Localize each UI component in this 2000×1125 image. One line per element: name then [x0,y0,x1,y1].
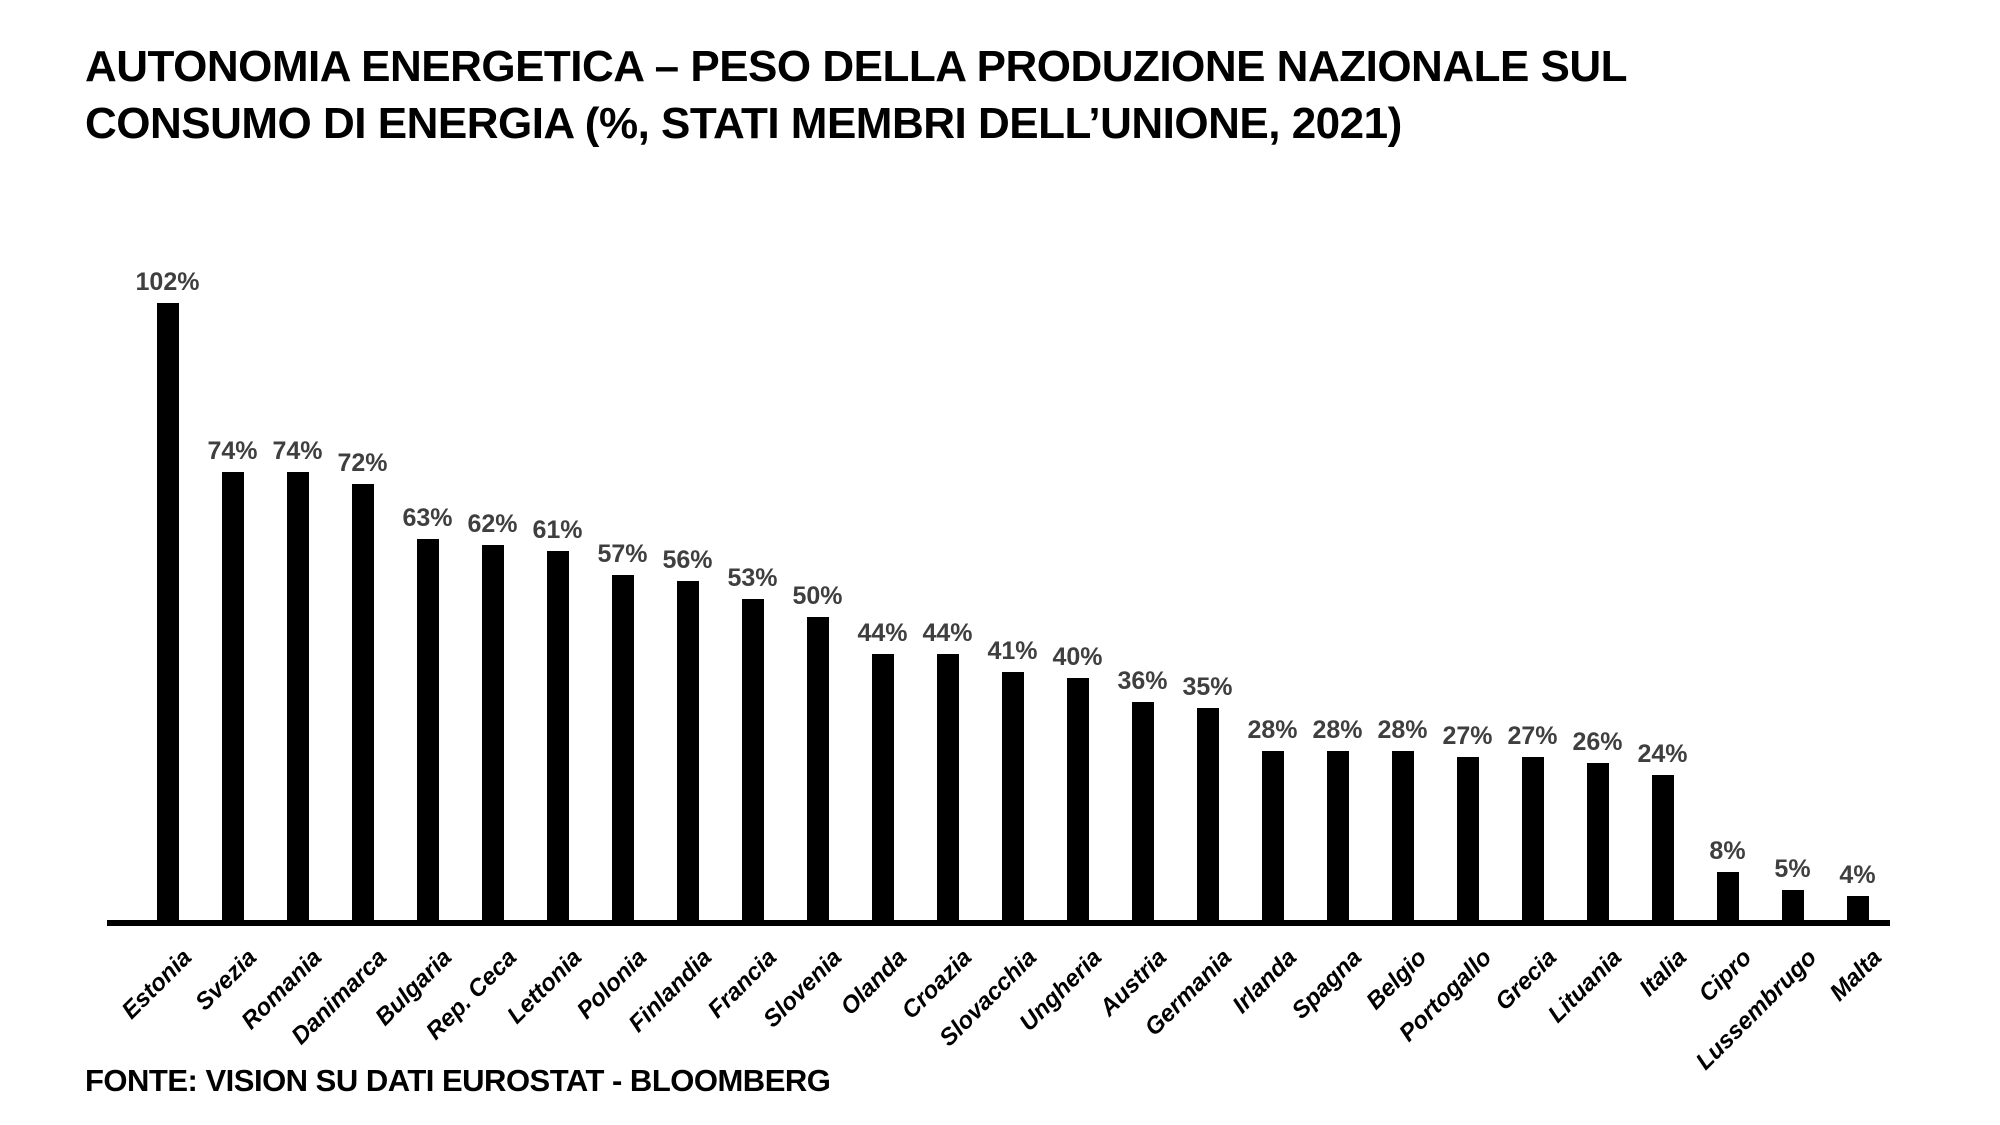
bar-value-label: 26% [1572,728,1623,756]
chart-title-line2: CONSUMO DI ENERGIA (%, STATI MEMBRI DELL… [85,99,1402,148]
bar-group: 26% [1565,250,1630,920]
chart-title-line1: AUTONOMIA ENERGETICA – PESO DELLA PRODUZ… [85,42,1628,91]
bar-group: 61% [525,250,590,920]
bar [1131,702,1154,920]
category-label: Malta [1824,944,1887,1007]
bar-value-label: 62% [467,510,518,538]
category-label: Estonia [116,944,197,1025]
bar-group: 56% [655,250,720,920]
bar-group: 72% [330,250,395,920]
bars-layer: 102% 74% 74% 72% 63% 62% 61% 57% 56% 53% 50% 44% 44%… [135,250,1890,920]
bar-group: 50% [785,250,850,920]
bar [806,617,829,920]
bar-group: 44% [915,250,980,920]
bar-group: 74% [265,250,330,920]
bar [741,599,764,920]
bar-value-label: 53% [727,564,778,592]
bar [1326,751,1349,920]
bar-value-label: 56% [662,546,713,574]
bar [1391,751,1414,920]
bar-value-label: 28% [1377,716,1428,744]
bar [1846,896,1869,920]
bar [1651,775,1674,920]
bar [1521,757,1544,920]
bar [1456,757,1479,920]
bar-value-label: 35% [1182,673,1233,701]
x-axis-line [107,920,1890,926]
bar [1261,751,1284,920]
bar-value-label: 44% [922,619,973,647]
bar-value-label: 102% [135,268,200,296]
bar [221,472,244,920]
bar [481,545,504,920]
bar-group: 44% [850,250,915,920]
bar-group: 28% [1240,250,1305,920]
source-note: FONTE: VISION SU DATI EUROSTAT - BLOOMBE… [85,1063,831,1098]
bar-value-label: 61% [532,516,583,544]
bar-group: 28% [1305,250,1370,920]
bar-group: 53% [720,250,785,920]
bar-value-label: 40% [1052,643,1103,671]
bar-group: 74% [200,250,265,920]
category-label: Italia [1633,944,1692,1002]
chart-title: AUTONOMIA ENERGETICA – PESO DELLA PRODUZ… [85,38,1628,152]
bar-group: 8% [1695,250,1760,920]
bar-value-label: 28% [1247,716,1298,744]
bar-value-label: 44% [857,619,908,647]
bar-group: 102% [135,250,200,920]
bar-value-label: 28% [1312,716,1363,744]
bar-value-label: 5% [1774,855,1811,883]
bar [156,303,179,920]
bar-group: 62% [460,250,525,920]
category-label: Spagna [1286,944,1367,1025]
bar-value-label: 8% [1709,837,1746,865]
bar-value-label: 50% [792,582,843,610]
bar [1716,872,1739,920]
bar-value-label: 63% [402,504,453,532]
bar [1001,672,1024,920]
bar [546,551,569,920]
bar [351,484,374,920]
bar [1066,678,1089,920]
bar-value-label: 57% [597,540,648,568]
bar-value-label: 24% [1637,740,1688,768]
bar-value-label: 27% [1442,722,1493,750]
bar-group: 28% [1370,250,1435,920]
bar-value-label: 74% [207,437,258,465]
bar [676,581,699,920]
bar-value-label: 4% [1839,861,1876,889]
bar-group: 27% [1500,250,1565,920]
bar [871,654,894,920]
bar-group: 57% [590,250,655,920]
bar-group: 36% [1110,250,1175,920]
bar [416,539,439,920]
bar-value-label: 41% [987,637,1038,665]
bar-group: 63% [395,250,460,920]
bar [1781,890,1804,920]
bar-group: 40% [1045,250,1110,920]
bar-group: 5% [1760,250,1825,920]
bar [286,472,309,920]
bar-value-label: 36% [1117,667,1168,695]
bar [611,575,634,920]
bar-group: 41% [980,250,1045,920]
bar-value-label: 72% [337,449,388,477]
bar-value-label: 74% [272,437,323,465]
bar-group: 35% [1175,250,1240,920]
bar [1196,708,1219,920]
bar-value-label: 27% [1507,722,1558,750]
bar [936,654,959,920]
bar-group: 24% [1630,250,1695,920]
bar-group: 27% [1435,250,1500,920]
bar-group: 4% [1825,250,1890,920]
bar [1586,763,1609,920]
